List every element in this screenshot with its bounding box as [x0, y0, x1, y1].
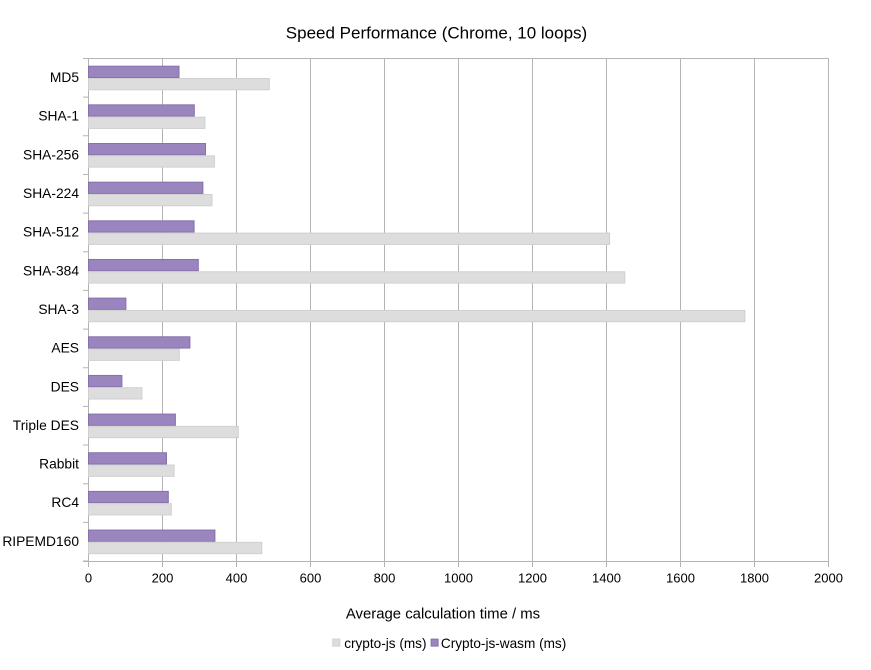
svg-text:Speed Performance (Chrome, 10: Speed Performance (Chrome, 10 loops) [286, 24, 587, 43]
svg-text:1200: 1200 [518, 571, 547, 586]
svg-text:200: 200 [152, 571, 174, 586]
svg-text:MD5: MD5 [50, 70, 79, 85]
svg-text:400: 400 [226, 571, 248, 586]
svg-text:1400: 1400 [592, 571, 621, 586]
svg-text:SHA-1: SHA-1 [38, 109, 79, 124]
svg-text:RIPEMD160: RIPEMD160 [2, 534, 79, 549]
svg-text:Triple DES: Triple DES [13, 418, 79, 433]
svg-text:600: 600 [300, 571, 322, 586]
svg-text:Crypto-js-wasm (ms): Crypto-js-wasm (ms) [441, 636, 566, 651]
svg-text:2000: 2000 [814, 571, 843, 586]
svg-text:Rabbit: Rabbit [39, 457, 79, 472]
svg-text:0: 0 [85, 571, 92, 586]
svg-text:1800: 1800 [740, 571, 769, 586]
svg-text:SHA-224: SHA-224 [23, 186, 79, 201]
svg-text:crypto-js (ms): crypto-js (ms) [344, 636, 426, 651]
svg-text:AES: AES [51, 341, 79, 356]
svg-text:800: 800 [374, 571, 396, 586]
svg-text:SHA-256: SHA-256 [23, 147, 79, 162]
svg-text:RC4: RC4 [51, 495, 79, 510]
svg-text:SHA-384: SHA-384 [23, 263, 79, 278]
svg-text:SHA-512: SHA-512 [23, 225, 79, 240]
svg-text:SHA-3: SHA-3 [38, 302, 79, 317]
svg-text:1600: 1600 [666, 571, 695, 586]
svg-text:Average calculation time / ms: Average calculation time / ms [346, 607, 540, 623]
svg-text:DES: DES [51, 379, 79, 394]
svg-text:1000: 1000 [444, 571, 473, 586]
